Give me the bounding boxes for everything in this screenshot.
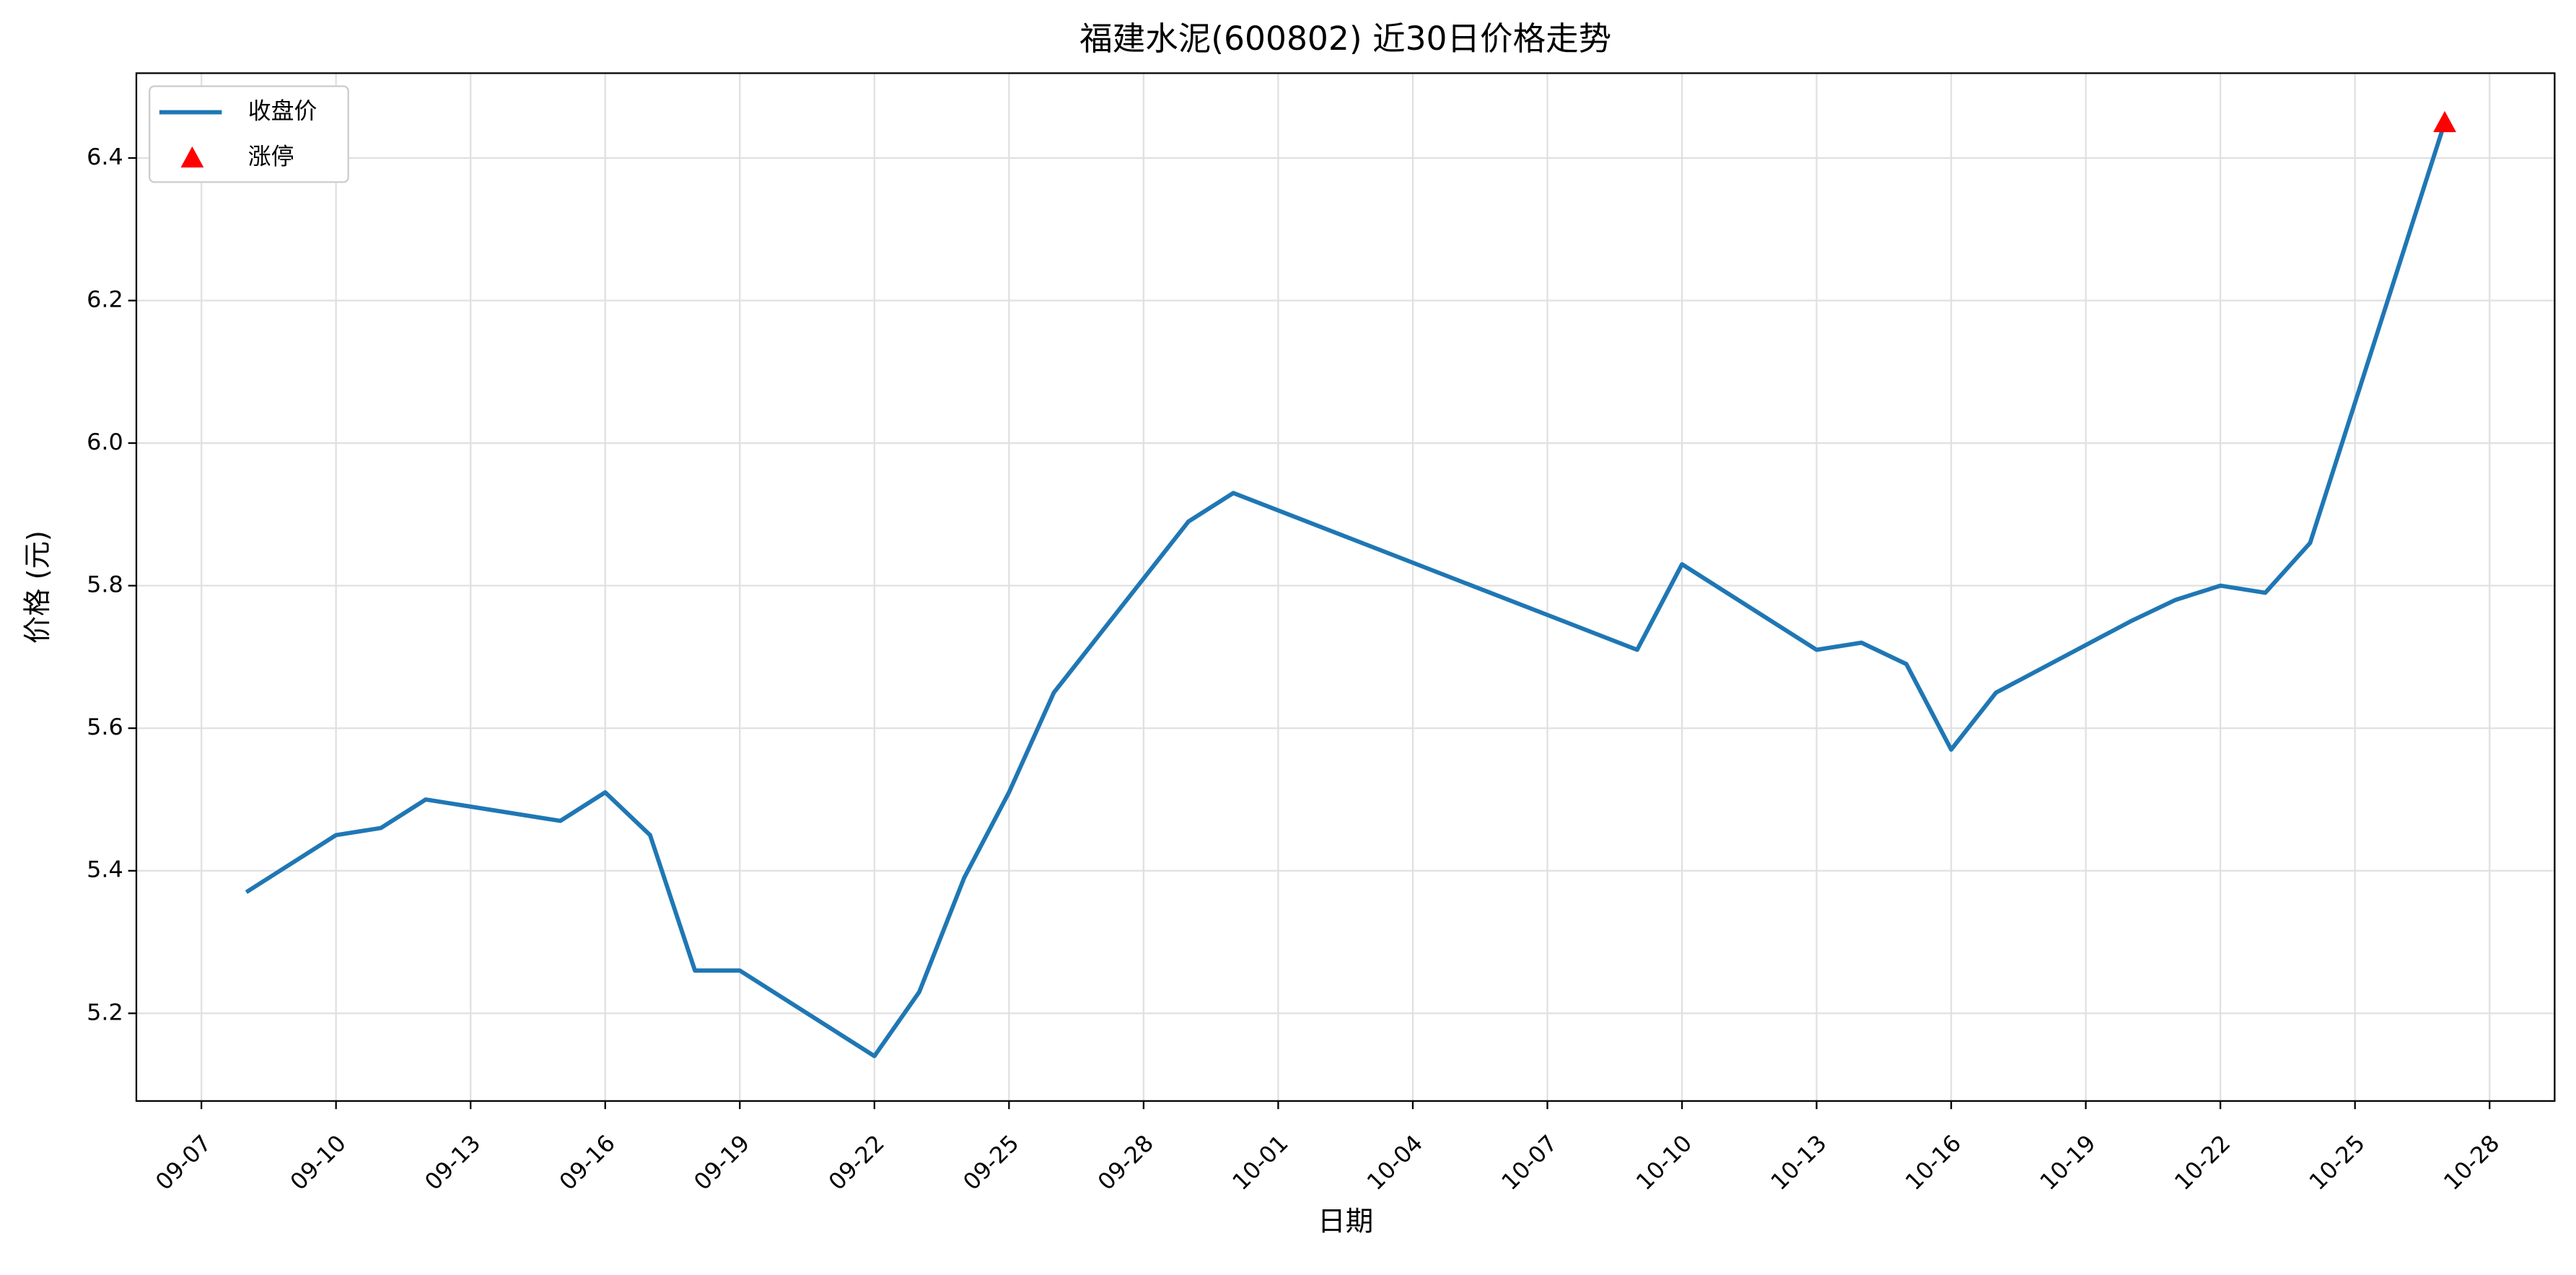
x-tick-label: 10-04 (1362, 1131, 1428, 1196)
y-tick-label: 5.2 (87, 999, 123, 1025)
x-tick-label: 09-25 (958, 1131, 1024, 1196)
x-tick-label: 10-01 (1228, 1131, 1294, 1196)
chart-title: 福建水泥(600802) 近30日价格走势 (1079, 19, 1611, 58)
legend-label: 涨停 (248, 144, 294, 170)
x-tick-label: 09-16 (555, 1131, 621, 1196)
x-tick-label: 10-13 (1766, 1131, 1832, 1196)
x-tick-label: 09-13 (420, 1131, 486, 1196)
y-axis-label: 价格 (元) (22, 530, 54, 644)
price-line (245, 121, 2447, 1059)
y-tick-label: 6.4 (87, 144, 123, 170)
y-tick-label: 5.4 (87, 857, 123, 883)
x-tick-label: 10-25 (2305, 1131, 2370, 1196)
x-tick-label: 10-16 (1901, 1131, 1966, 1196)
x-tick-label: 10-19 (2036, 1131, 2101, 1196)
y-tick-label: 5.6 (87, 714, 123, 740)
x-tick-label: 09-22 (824, 1131, 890, 1196)
limit-up-marker (2433, 110, 2457, 133)
x-axis-label: 日期 (1318, 1206, 1373, 1238)
legend-marker (180, 146, 204, 168)
x-tick-label: 10-07 (1497, 1131, 1563, 1196)
legend-label: 收盘价 (248, 99, 317, 125)
x-tick-label: 09-07 (151, 1131, 216, 1196)
y-tick-label: 5.8 (87, 572, 123, 598)
y-tick-label: 6.2 (87, 287, 123, 313)
x-tick-label: 10-10 (1631, 1131, 1697, 1196)
x-tick-label: 10-22 (2170, 1131, 2235, 1196)
x-tick-label: 10-28 (2439, 1131, 2505, 1196)
x-tick-label: 09-28 (1093, 1131, 1159, 1196)
x-tick-label: 09-19 (689, 1131, 755, 1196)
plot-frame (135, 72, 2556, 1102)
x-tick-label: 09-10 (286, 1131, 351, 1196)
y-tick-label: 6.0 (87, 429, 123, 455)
